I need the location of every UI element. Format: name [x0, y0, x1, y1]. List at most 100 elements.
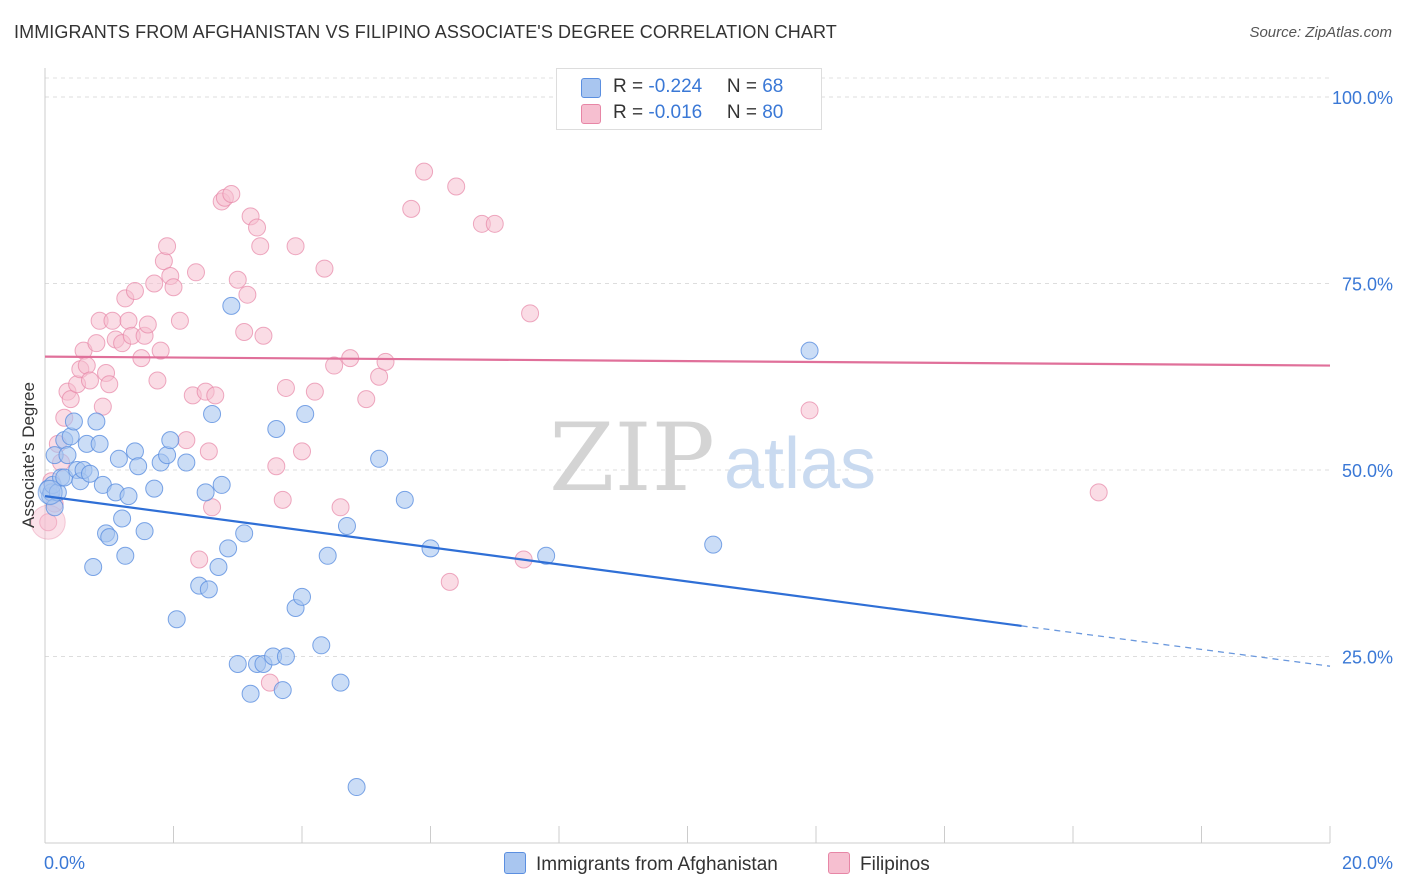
data-point-filipinos [521, 304, 540, 323]
data-point-filipinos [199, 442, 218, 461]
bottom-legend-swatch-pink [828, 852, 850, 874]
data-point-filipinos [125, 281, 144, 300]
data-point-filipinos [177, 431, 196, 450]
axes [44, 68, 1331, 844]
data-point-afghanistan-cluster [37, 479, 63, 505]
legend-n-label: N = [726, 76, 763, 97]
data-point-afghanistan [64, 412, 83, 431]
data-point-afghanistan [145, 479, 164, 498]
series-afghanistan [37, 296, 819, 797]
data-point-filipinos [276, 378, 295, 397]
data-point-filipinos [305, 382, 324, 401]
data-point-afghanistan [109, 449, 128, 468]
data-point-filipinos [267, 457, 286, 476]
data-point-afghanistan [113, 509, 132, 528]
data-point-filipinos [315, 259, 334, 278]
data-point-filipinos [293, 442, 311, 461]
y-tick-label: 75.0% [1342, 275, 1393, 295]
data-point-afghanistan [87, 412, 106, 431]
y-axis-label: Associate's Degree [19, 382, 38, 528]
data-point-afghanistan [61, 427, 80, 446]
data-point-filipinos [325, 356, 344, 375]
data-point-afghanistan [293, 587, 311, 606]
data-point-filipinos [151, 341, 170, 360]
data-point-filipinos [376, 352, 395, 371]
watermark-atlas: atlas [724, 424, 876, 504]
data-point-afghanistan [199, 580, 218, 599]
bottom-legend-label: Filipinos [860, 854, 930, 875]
data-point-filipinos [331, 498, 350, 517]
bottom-legend-afghanistan: Immigrants from Afghanistan [504, 852, 778, 876]
legend-n-value: 68 [762, 76, 784, 97]
data-point-afghanistan [370, 449, 389, 468]
data-point-filipinos [254, 326, 273, 345]
data-point-filipinos [77, 356, 96, 375]
data-point-afghanistan [135, 522, 154, 541]
trend-lines [44, 355, 1331, 667]
trend-line-afghanistan-extension [1021, 625, 1331, 667]
data-point-afghanistan [125, 442, 144, 461]
data-point-afghanistan [158, 446, 177, 465]
data-point-filipinos [148, 371, 167, 390]
data-point-filipinos [100, 375, 119, 394]
legend-swatch-blue [581, 78, 601, 98]
data-point-filipinos [138, 315, 157, 334]
data-point-filipinos [800, 401, 819, 420]
legend-swatch-pink [581, 104, 601, 124]
data-point-filipinos [251, 237, 270, 256]
data-point-afghanistan [58, 446, 77, 465]
data-point-afghanistan [219, 539, 238, 558]
data-point-afghanistan [84, 557, 103, 576]
data-point-filipinos [447, 177, 466, 196]
data-point-filipinos [186, 263, 205, 282]
data-point-afghanistan [347, 778, 366, 797]
data-point-afghanistan [116, 546, 135, 565]
data-point-afghanistan [704, 535, 723, 554]
chart-title: IMMIGRANTS FROM AFGHANISTAN VS FILIPINO … [14, 22, 837, 42]
data-point-filipinos [402, 199, 421, 218]
data-point-filipinos [190, 550, 209, 569]
data-point-afghanistan [177, 453, 196, 472]
data-point-filipinos [286, 237, 305, 256]
gridlines [45, 77, 1330, 657]
tick-labels: 100.0% 75.0% 50.0% 25.0% 0.0% 20.0% [44, 88, 1393, 873]
y-tick-label: 25.0% [1342, 648, 1393, 668]
legend-r-label: R = [613, 102, 649, 123]
data-point-filipinos [87, 334, 106, 353]
legend-r-value: -0.224 [648, 76, 703, 97]
watermark: ZIP atlas [549, 404, 876, 513]
legend-r-label: R = [613, 76, 649, 97]
legend-text: R = -0.016 N = 80 [613, 102, 783, 124]
watermark-zip: ZIP [549, 404, 715, 513]
data-point-filipinos [80, 371, 99, 390]
data-point-filipinos [145, 274, 164, 293]
data-point-afghanistan [331, 673, 350, 692]
data-point-filipinos [61, 390, 80, 409]
data-point-afghanistan [235, 524, 254, 543]
data-point-afghanistan [312, 636, 331, 655]
data-point-afghanistan [90, 434, 109, 453]
bottom-legend-filipinos: Filipinos [828, 852, 930, 876]
data-point-afghanistan [800, 341, 819, 360]
data-point-filipinos [485, 214, 504, 233]
data-point-afghanistan [203, 405, 222, 424]
bottom-legend-label: Immigrants from Afghanistan [536, 854, 778, 875]
data-point-afghanistan [119, 487, 138, 506]
data-point-afghanistan [241, 684, 260, 703]
legend-r-value: -0.016 [648, 102, 703, 123]
data-point-afghanistan [395, 490, 414, 509]
data-point-filipinos [39, 513, 58, 532]
data-point-afghanistan [267, 419, 286, 438]
data-point-filipinos [440, 572, 459, 591]
data-point-filipinos [228, 270, 247, 289]
data-point-filipinos [170, 311, 189, 330]
series-filipinos [30, 162, 1108, 692]
data-point-filipinos [238, 285, 257, 304]
data-point-filipinos [235, 322, 254, 341]
data-point-filipinos [164, 278, 183, 297]
data-point-afghanistan [209, 557, 228, 576]
trend-line-filipinos [44, 355, 1331, 367]
bottom-legend-swatch-blue [504, 852, 526, 874]
legend-n-value: 80 [762, 102, 784, 123]
